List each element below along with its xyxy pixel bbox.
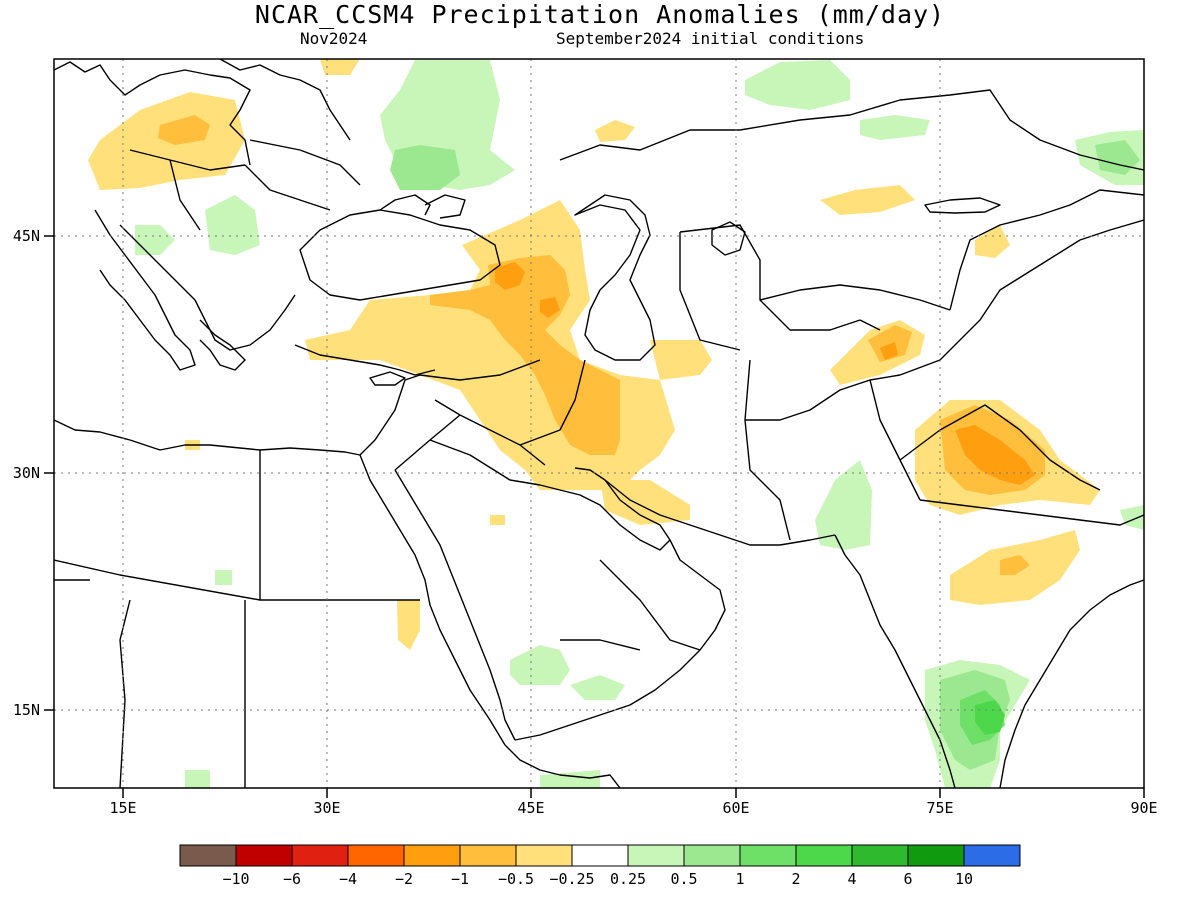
colorbar-labels: −10 −6 −4 −2 −1 −0.5 −0.25 0.25 0.5 1 2 4 6 10	[222, 870, 973, 888]
colorbar-swatches	[179, 844, 1021, 867]
lat-tick-labels: 45N 30N 15N	[13, 227, 40, 719]
baltic-coast	[219, 59, 351, 141]
anomaly-dry-strong	[495, 262, 1035, 485]
borders-china-mongolia	[899, 189, 1144, 376]
colorbar-swatch	[683, 844, 741, 867]
borders-iran-afghanistan	[744, 359, 921, 541]
red-sea-east-coast	[394, 469, 516, 741]
colorbar-label: −2	[395, 870, 413, 888]
colorbar-label: −4	[339, 870, 357, 888]
colorbar-label: −6	[283, 870, 301, 888]
colorbar-swatch	[179, 844, 237, 867]
balkhash-coast	[924, 197, 1001, 214]
colorbar-swatch	[571, 844, 629, 867]
borders-arabia	[429, 439, 701, 651]
black-sea-coast	[299, 209, 501, 301]
azov-coast	[424, 194, 466, 219]
colorbar-swatch	[459, 844, 517, 867]
italy-coastline	[94, 209, 196, 371]
colorbar-swatch	[851, 844, 909, 867]
europe-coastline	[54, 61, 251, 166]
horn-of-africa-coast	[504, 744, 621, 788]
axis-ticks	[44, 235, 1145, 798]
borders-russia	[559, 89, 1144, 171]
colorbar-swatch	[795, 844, 853, 867]
initial-conditions: September2024 initial conditions	[556, 29, 865, 48]
colorbar-swatch	[963, 844, 1021, 867]
anomaly-wet-strongest	[975, 700, 1005, 735]
colorbar-label: −0.5	[498, 870, 534, 888]
lat-label-15n: 15N	[13, 701, 40, 719]
crimea	[379, 194, 431, 216]
colorbar-label: 2	[791, 870, 800, 888]
lon-label-30e: 30E	[313, 799, 340, 817]
red-sea-west-coast	[359, 454, 506, 746]
borders-central-asia	[679, 224, 951, 351]
india-west-coast	[834, 534, 956, 788]
colorbar-label: −1	[451, 870, 469, 888]
map-frame	[53, 58, 1145, 789]
greece-coastline	[199, 319, 246, 371]
colorbar-label: 10	[955, 870, 973, 888]
colorbar-label: 0.25	[610, 870, 646, 888]
borders-middle-east	[394, 359, 586, 471]
colorbar-swatch	[627, 844, 685, 867]
lon-label-60e: 60E	[722, 799, 749, 817]
colorbar-label: −0.25	[549, 870, 594, 888]
colorbar-swatch	[403, 844, 461, 867]
lon-label-15e: 15E	[109, 799, 136, 817]
arabia-south-coast	[514, 539, 726, 741]
colorbar-swatch	[291, 844, 349, 867]
lon-label-75e: 75E	[926, 799, 953, 817]
iran-south-coast	[604, 479, 836, 546]
mediterranean-south-coast	[54, 419, 361, 456]
borders-europe	[129, 139, 361, 231]
anomaly-fields	[88, 59, 1144, 788]
colorbar-swatch	[347, 844, 405, 867]
levant-coast	[359, 374, 421, 456]
caspian-sea-coast	[574, 194, 656, 361]
colorbar-label: 6	[903, 870, 912, 888]
colorbar-swatch	[907, 844, 965, 867]
colorbar: −10 −6 −4 −2 −1 −0.5 −0.25 0.25 0.5 1 2 4 6 10	[179, 844, 1021, 888]
colorbar-label: 0.5	[670, 870, 697, 888]
aral-sea-coast	[711, 221, 746, 256]
colorbar-swatch	[515, 844, 573, 867]
colorbar-label: −10	[222, 870, 249, 888]
colorbar-swatch	[235, 844, 293, 867]
colorbar-label: 1	[735, 870, 744, 888]
colorbar-swatch	[739, 844, 797, 867]
borders-africa	[54, 450, 420, 788]
turkey-south-coast	[294, 344, 436, 376]
india-east-coast	[999, 579, 1144, 788]
map-title: NCAR_CCSM4 Precipitation Anomalies (mm/d…	[254, 0, 946, 29]
persian-gulf-coast	[539, 467, 671, 551]
lat-label-45n: 45N	[13, 227, 40, 245]
colorbar-label: 4	[847, 870, 856, 888]
lon-label-45e: 45E	[517, 799, 544, 817]
valid-month: Nov2024	[300, 29, 368, 48]
cyprus	[369, 371, 406, 386]
coastlines-borders	[54, 59, 1144, 788]
lon-label-90e: 90E	[1130, 799, 1157, 817]
graticule	[54, 59, 1144, 788]
lon-tick-labels: 15E 30E 45E 60E 75E 90E	[109, 799, 1157, 817]
lat-label-30n: 30N	[13, 464, 40, 482]
